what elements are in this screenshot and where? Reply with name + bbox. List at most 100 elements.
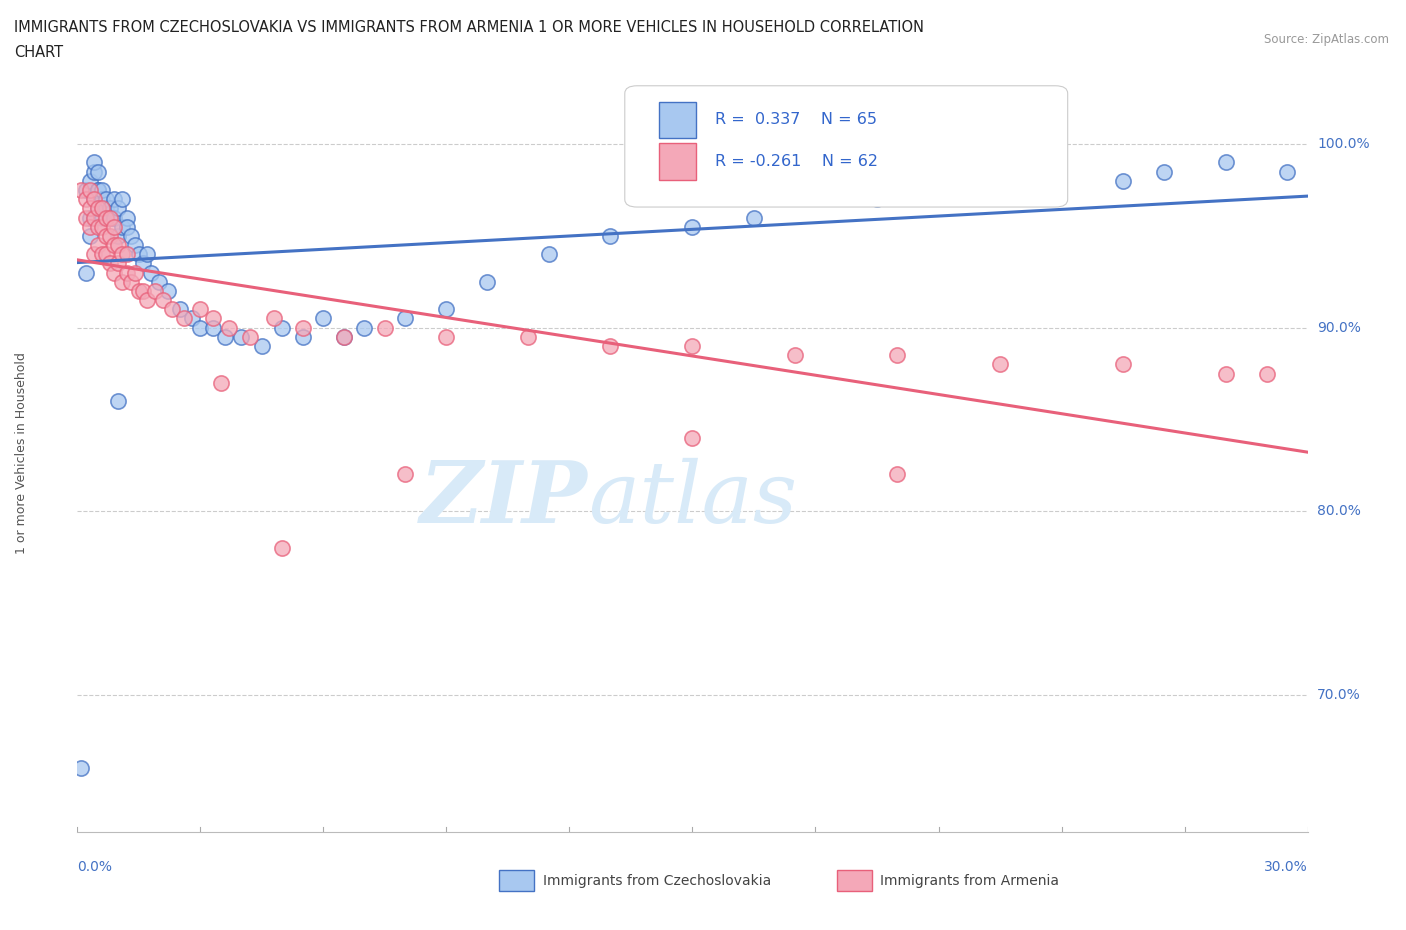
Point <box>94 246 117 261</box>
Point <box>136 293 159 308</box>
Point <box>1029 165 1052 179</box>
Point <box>682 219 704 234</box>
Point <box>1215 155 1237 170</box>
Point <box>83 210 105 225</box>
Text: 90.0%: 90.0% <box>1317 321 1361 335</box>
Text: 0.0%: 0.0% <box>77 860 112 874</box>
Point <box>169 302 191 317</box>
Point <box>94 201 117 216</box>
Point <box>83 192 105 206</box>
Text: 100.0%: 100.0% <box>1317 137 1369 152</box>
Point <box>103 265 125 280</box>
Point <box>143 284 166 299</box>
Point <box>214 329 236 344</box>
Point <box>231 329 253 344</box>
Text: IMMIGRANTS FROM CZECHOSLOVAKIA VS IMMIGRANTS FROM ARMENIA 1 OR MORE VEHICLES IN : IMMIGRANTS FROM CZECHOSLOVAKIA VS IMMIGR… <box>14 20 924 35</box>
Point <box>83 165 105 179</box>
Point <box>103 210 125 225</box>
Text: CHART: CHART <box>14 45 63 60</box>
FancyBboxPatch shape <box>624 86 1067 207</box>
Point <box>201 320 224 335</box>
Point <box>148 274 170 289</box>
Point <box>111 219 134 234</box>
Point <box>353 320 375 335</box>
Point <box>90 210 114 225</box>
Point <box>599 229 621 244</box>
Point <box>79 210 101 225</box>
Point <box>115 265 138 280</box>
Point <box>120 229 142 244</box>
Point <box>75 210 97 225</box>
Point <box>87 201 110 216</box>
Point <box>537 246 560 261</box>
Point <box>128 246 150 261</box>
Text: Immigrants from Czechoslovakia: Immigrants from Czechoslovakia <box>543 873 770 888</box>
Point <box>87 165 110 179</box>
Point <box>783 348 806 363</box>
Point <box>111 246 134 261</box>
Point <box>436 329 458 344</box>
Point <box>1215 366 1237 381</box>
Point <box>124 265 146 280</box>
Point <box>374 320 396 335</box>
Point <box>218 320 240 335</box>
Point <box>94 229 117 244</box>
Point <box>333 329 356 344</box>
Point <box>103 192 125 206</box>
Point <box>83 192 105 206</box>
Point <box>90 201 114 216</box>
Point <box>271 320 294 335</box>
Point <box>79 201 101 216</box>
Bar <box>837 870 872 891</box>
Point <box>107 393 129 408</box>
Point <box>394 311 416 325</box>
Point <box>181 311 204 325</box>
Point <box>98 229 121 244</box>
Point <box>136 246 159 261</box>
Point <box>209 376 232 391</box>
Point <box>599 339 621 353</box>
Point <box>263 311 285 325</box>
Text: Source: ZipAtlas.com: Source: ZipAtlas.com <box>1264 33 1389 46</box>
Bar <box>499 870 534 891</box>
Point <box>75 182 97 197</box>
Point <box>98 210 121 225</box>
Point <box>477 274 499 289</box>
Point <box>866 192 889 206</box>
Point <box>239 329 262 344</box>
Point <box>928 182 950 197</box>
Point <box>83 155 105 170</box>
Point <box>156 284 179 299</box>
Point <box>188 320 212 335</box>
Point <box>90 246 114 261</box>
Point <box>682 431 704 445</box>
Text: 70.0%: 70.0% <box>1317 687 1361 702</box>
Point <box>124 238 146 253</box>
Point <box>83 246 105 261</box>
Point <box>115 219 138 234</box>
Text: R =  0.337    N = 65: R = 0.337 N = 65 <box>714 113 876 127</box>
Point <box>1112 173 1135 188</box>
Point <box>517 329 540 344</box>
Point <box>79 173 101 188</box>
Point <box>90 219 114 234</box>
Point <box>291 320 314 335</box>
Point <box>79 219 101 234</box>
Bar <box>659 143 696 179</box>
Point <box>94 210 117 225</box>
Point <box>988 357 1011 372</box>
Point <box>111 274 134 289</box>
Point <box>160 302 183 317</box>
Point <box>107 256 129 271</box>
Point <box>79 229 101 244</box>
Point <box>1112 357 1135 372</box>
Point <box>107 238 129 253</box>
Text: 30.0%: 30.0% <box>1264 860 1308 874</box>
Point <box>173 311 195 325</box>
Text: 80.0%: 80.0% <box>1317 504 1361 518</box>
Text: R = -0.261    N = 62: R = -0.261 N = 62 <box>714 154 877 169</box>
Point <box>90 182 114 197</box>
Point <box>128 284 150 299</box>
Point <box>90 192 114 206</box>
Point <box>394 467 416 482</box>
